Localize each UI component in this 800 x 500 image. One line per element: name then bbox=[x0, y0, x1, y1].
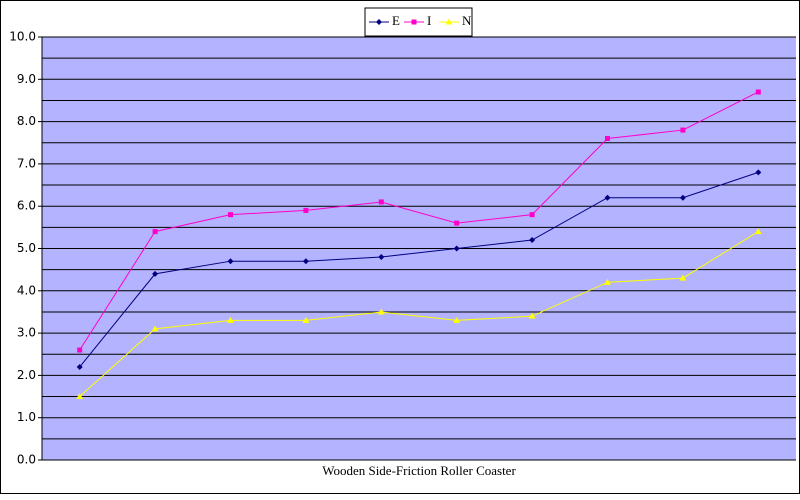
marker bbox=[152, 229, 158, 235]
marker bbox=[755, 169, 762, 176]
y-tick-label: 7.0 bbox=[17, 156, 36, 170]
marker bbox=[445, 18, 453, 25]
marker bbox=[529, 237, 536, 244]
marker bbox=[680, 127, 686, 133]
y-tick-label: 8.0 bbox=[17, 114, 36, 128]
legend-label: E bbox=[392, 13, 400, 28]
y-tick-label: 2.0 bbox=[17, 368, 36, 382]
y-tick-label: 9.0 bbox=[17, 72, 36, 86]
y-tick-label: 4.0 bbox=[17, 283, 36, 297]
marker bbox=[377, 308, 385, 315]
marker bbox=[679, 194, 686, 201]
marker bbox=[76, 363, 83, 370]
legend-label: I bbox=[427, 13, 431, 28]
marker bbox=[227, 316, 234, 323]
marker bbox=[755, 89, 761, 95]
marker bbox=[454, 220, 460, 226]
y-tick-label: 10.0 bbox=[9, 30, 36, 44]
series-line bbox=[79, 171, 759, 368]
marker bbox=[529, 212, 535, 218]
marker bbox=[604, 194, 611, 201]
marker bbox=[228, 212, 233, 218]
marker bbox=[303, 207, 309, 213]
marker bbox=[411, 19, 417, 25]
marker bbox=[453, 245, 460, 252]
marker bbox=[679, 274, 687, 281]
marker bbox=[151, 325, 159, 332]
marker bbox=[378, 199, 384, 205]
y-tick-label: 6.0 bbox=[17, 199, 36, 213]
marker bbox=[77, 347, 83, 353]
y-tick-label: 0.0 bbox=[17, 453, 36, 467]
marker bbox=[152, 270, 159, 277]
marker bbox=[376, 19, 382, 25]
marker bbox=[378, 253, 385, 260]
legend-label: N bbox=[462, 13, 472, 28]
marker bbox=[227, 258, 234, 265]
y-tick-label: 5.0 bbox=[17, 241, 36, 255]
marker bbox=[302, 258, 309, 265]
marker bbox=[528, 312, 536, 319]
x-axis-label: Wooden Side-Friction Roller Coaster bbox=[322, 463, 516, 478]
marker bbox=[453, 316, 461, 323]
marker bbox=[302, 316, 310, 323]
marker bbox=[76, 393, 84, 400]
y-tick-label: 1.0 bbox=[17, 410, 36, 424]
marker bbox=[754, 228, 762, 235]
marker bbox=[605, 136, 610, 142]
series-line bbox=[79, 91, 759, 351]
marker bbox=[604, 278, 611, 285]
series-line bbox=[79, 231, 759, 397]
plot-area bbox=[38, 36, 796, 461]
y-tick-label: 3.0 bbox=[17, 326, 36, 340]
